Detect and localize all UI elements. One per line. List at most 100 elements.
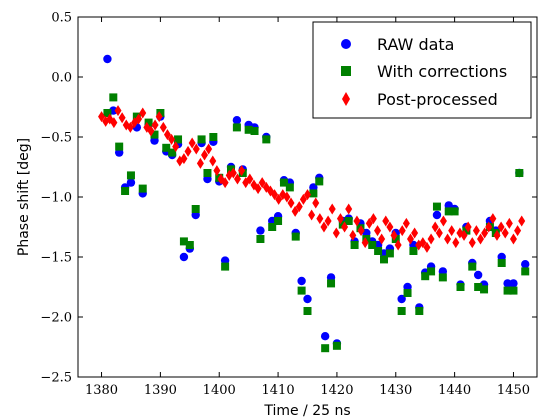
post-processed-point [324,215,332,227]
with-corrections-point [468,262,477,271]
x-tick-label: 1380 [85,383,118,398]
post-processed-point [431,221,439,233]
with-corrections-point [315,177,324,186]
raw-data-point [297,276,306,286]
post-processed-point [155,111,163,123]
post-processed-point [201,149,209,161]
post-processed-point [271,189,279,201]
x-tick-label: 1410 [262,383,295,398]
post-processed-point [283,191,291,203]
post-processed-point [316,213,324,225]
post-processed-point [328,203,336,215]
y-tick-label: −1.5 [40,251,72,266]
y-tick-label: −0.5 [40,131,72,146]
with-corrections-point [385,249,394,258]
with-corrections-point [480,285,489,294]
with-corrections-point [509,286,518,295]
post-processed-point [501,227,509,239]
with-corrections-point [197,135,206,144]
with-corrections-point [138,184,147,193]
post-processed-point [98,111,106,123]
y-tick-label: 0.0 [51,71,72,86]
with-corrections-point [374,247,383,255]
legend: RAW data With corrections Post-processed [312,21,532,119]
post-processed-point [505,217,513,229]
post-processed-point [489,213,497,225]
post-processed-point [493,229,501,241]
with-corrections-point [109,93,118,102]
post-processed-point [419,237,427,249]
post-processed-point [427,233,435,245]
with-corrections-point [391,235,400,243]
with-corrections-point [497,259,506,267]
with-corrections-point [450,207,459,216]
x-tick-label: 1440 [438,383,471,398]
post-processed-point [369,213,377,225]
raw-data-point [126,178,136,187]
post-processed-point [233,173,241,185]
legend-marker-with-corrections [341,66,351,76]
with-corrections-point [144,118,153,127]
post-processed-point [402,217,410,229]
data-marks [98,54,530,353]
with-corrections-point [297,286,306,295]
with-corrections-point [262,135,271,144]
with-corrections-point [221,262,230,271]
post-processed-point [448,225,456,237]
post-processed-point [258,177,266,189]
with-corrections-point [203,169,212,177]
with-corrections-point [179,237,188,246]
post-processed-point [464,221,472,233]
with-corrections-point [403,289,412,297]
post-processed-point [349,229,357,241]
raw-data-point [432,210,442,220]
post-processed-point [477,233,485,245]
with-corrections-point [115,142,124,151]
post-processed-point [213,165,221,177]
with-corrections-point [444,207,453,216]
post-processed-point [312,197,320,209]
post-processed-point [184,145,192,157]
x-axis-label: Time / 25 ns [263,403,350,419]
post-processed-point [139,107,147,119]
with-corrections-point [521,267,530,276]
post-processed-point [229,167,237,179]
with-corrections-point [250,127,259,135]
x-tick-label: 1390 [144,383,177,398]
with-corrections-point [126,171,135,180]
post-processed-point [382,215,390,227]
post-processed-point [386,221,394,233]
with-corrections-point [432,202,441,211]
post-processed-point [308,209,316,221]
legend-label-with-corrections: With corrections [377,62,507,81]
post-processed-point [205,143,213,155]
raw-data-point [473,270,483,280]
post-processed-point [509,233,517,245]
with-corrections-point [232,123,241,132]
post-processed-point [295,201,303,213]
with-corrections-point [474,283,483,291]
with-corrections-point [150,130,159,139]
with-corrections-point [438,273,447,282]
with-corrections-point [332,341,341,350]
post-processed-point [188,137,196,149]
post-processed-point [151,119,159,131]
post-processed-point [411,227,419,239]
with-corrections-point [174,135,183,144]
with-corrections-point [380,255,388,264]
y-axis-label: Phase shift [deg] [16,138,32,256]
post-processed-point [163,129,171,141]
raw-data-point [103,54,112,64]
x-tick-label: 1450 [497,383,530,398]
with-corrections-point [268,223,277,231]
with-corrections-point [274,217,283,225]
with-corrections-point [327,279,336,288]
with-corrections-point [321,344,330,353]
with-corrections-point [456,283,465,291]
post-processed-point [332,227,340,239]
post-processed-point [423,241,431,253]
post-processed-point [357,225,365,237]
post-processed-point [485,221,493,233]
post-processed-point [497,221,505,233]
post-processed-point [246,173,254,185]
